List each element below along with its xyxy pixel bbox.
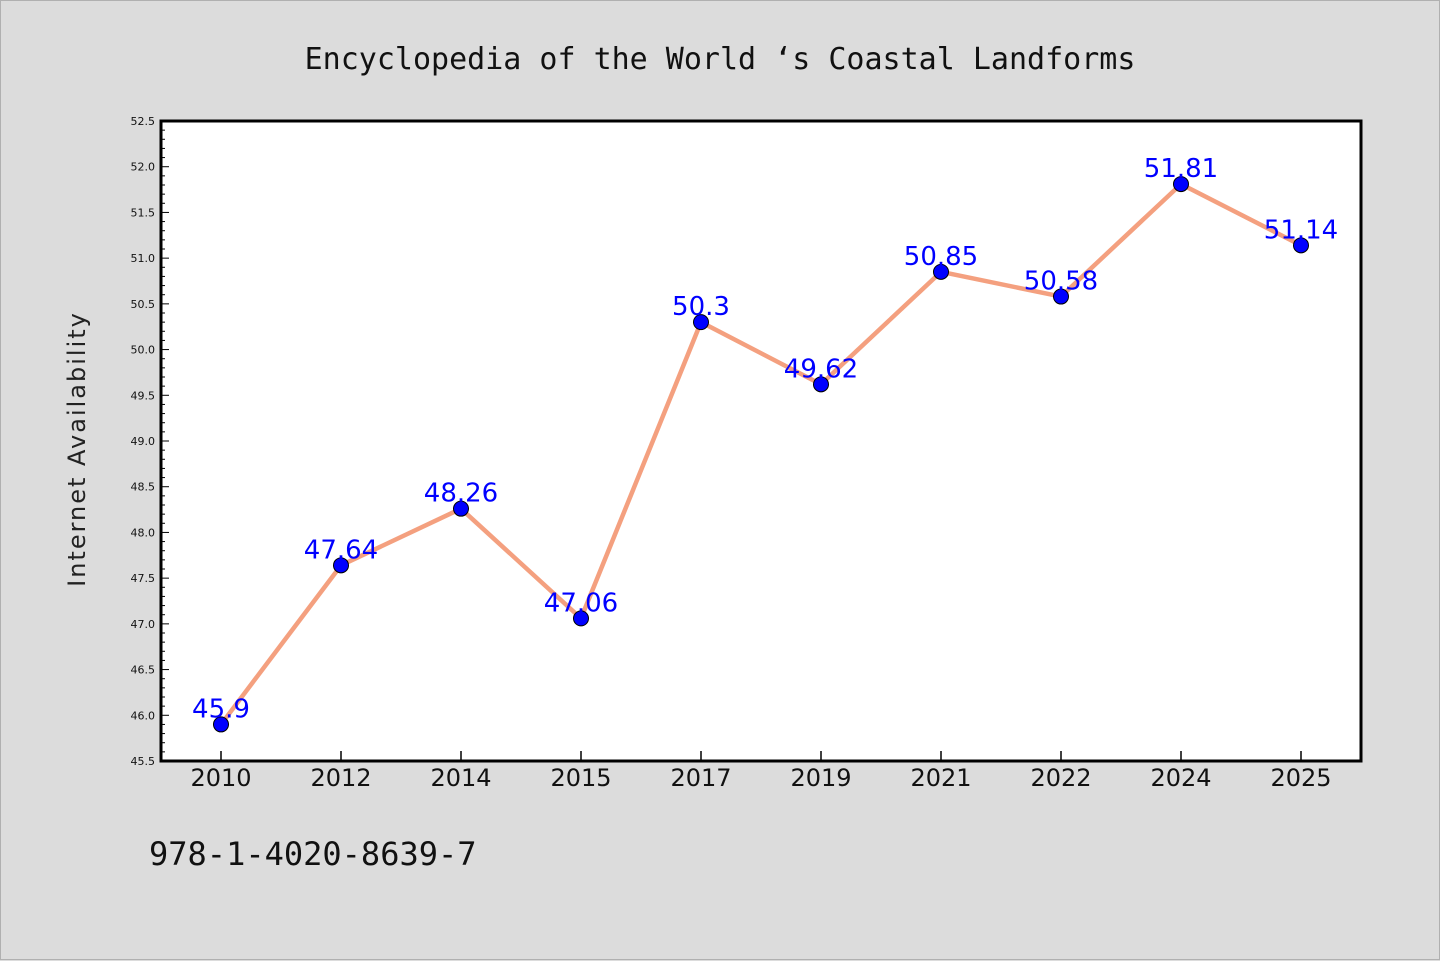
x-tick-label: 2014 [430, 764, 491, 792]
y-tick-label: 47.0 [131, 618, 156, 631]
y-tick-label: 48.5 [131, 481, 156, 494]
x-tick-label: 2015 [550, 764, 611, 792]
data-point [1053, 288, 1069, 305]
data-label: 51.14 [1264, 215, 1338, 245]
data-point [813, 376, 829, 393]
data-label: 50.58 [1024, 267, 1098, 297]
series-line [219, 181, 1303, 726]
data-point [453, 500, 469, 517]
data-label: 50.85 [904, 242, 978, 272]
data-label: 49.62 [784, 354, 858, 384]
x-tick-label: 2022 [1030, 764, 1091, 792]
y-tick-label: 49.0 [131, 435, 156, 448]
data-label: 50.3 [672, 292, 730, 322]
y-tick-label: 50.5 [131, 298, 156, 311]
y-tick-label: 51.5 [131, 206, 156, 219]
y-axis-ticks: 45.5 46.0 46.5 47.0 47.5 48.0 48.5 49.0 49.5 50.0… [131, 115, 169, 768]
y-tick-label: 52.5 [131, 115, 156, 128]
y-tick-label: 52.0 [131, 161, 156, 174]
y-tick-label: 47.5 [131, 572, 156, 585]
series-line-group [213, 176, 1309, 733]
data-label: 45.9 [192, 694, 250, 724]
data-label: 47.64 [304, 535, 378, 565]
x-tick-label: 2019 [790, 764, 851, 792]
data-point [213, 716, 229, 733]
y-tick-label: 46.5 [131, 664, 156, 677]
x-tick-label: 2025 [1270, 764, 1331, 792]
data-label: 47.06 [544, 588, 618, 618]
y-tick-label: 49.5 [131, 389, 156, 402]
x-axis-ticks: 2010 2012 2014 2015 2017 2019 2021 2022 2024 2025 [190, 751, 1332, 792]
isbn-text: 978-1-4020-8639-7 [149, 835, 477, 873]
y-tick-label: 45.5 [131, 755, 156, 768]
data-point [933, 263, 949, 280]
y-tick-label: 46.0 [131, 709, 156, 722]
data-point [1293, 237, 1309, 254]
data-point [333, 557, 349, 574]
chart-title: Encyclopedia of the World ‘s Coastal Lan… [305, 42, 1136, 77]
data-label: 48.26 [424, 479, 498, 509]
x-tick-label: 2012 [310, 764, 371, 792]
x-tick-label: 2024 [1150, 764, 1211, 792]
x-tick-label: 2021 [910, 764, 971, 792]
data-label: 51.81 [1144, 154, 1218, 184]
y-tick-label: 48.0 [131, 526, 156, 539]
data-point [573, 610, 589, 627]
data-point [693, 314, 709, 331]
y-tick-label: 50.0 [131, 344, 156, 357]
y-tick-label: 51.0 [131, 252, 156, 265]
x-tick-label: 2010 [190, 764, 251, 792]
plot-area [159, 119, 1363, 763]
y-axis-label: Internet Availability [63, 311, 91, 587]
x-tick-label: 2017 [670, 764, 731, 792]
data-point [1173, 176, 1189, 193]
data-labels-group: 45.9 47.64 48.26 47.06 50.3 49.62 50.85 50.58 51… [192, 154, 1338, 724]
